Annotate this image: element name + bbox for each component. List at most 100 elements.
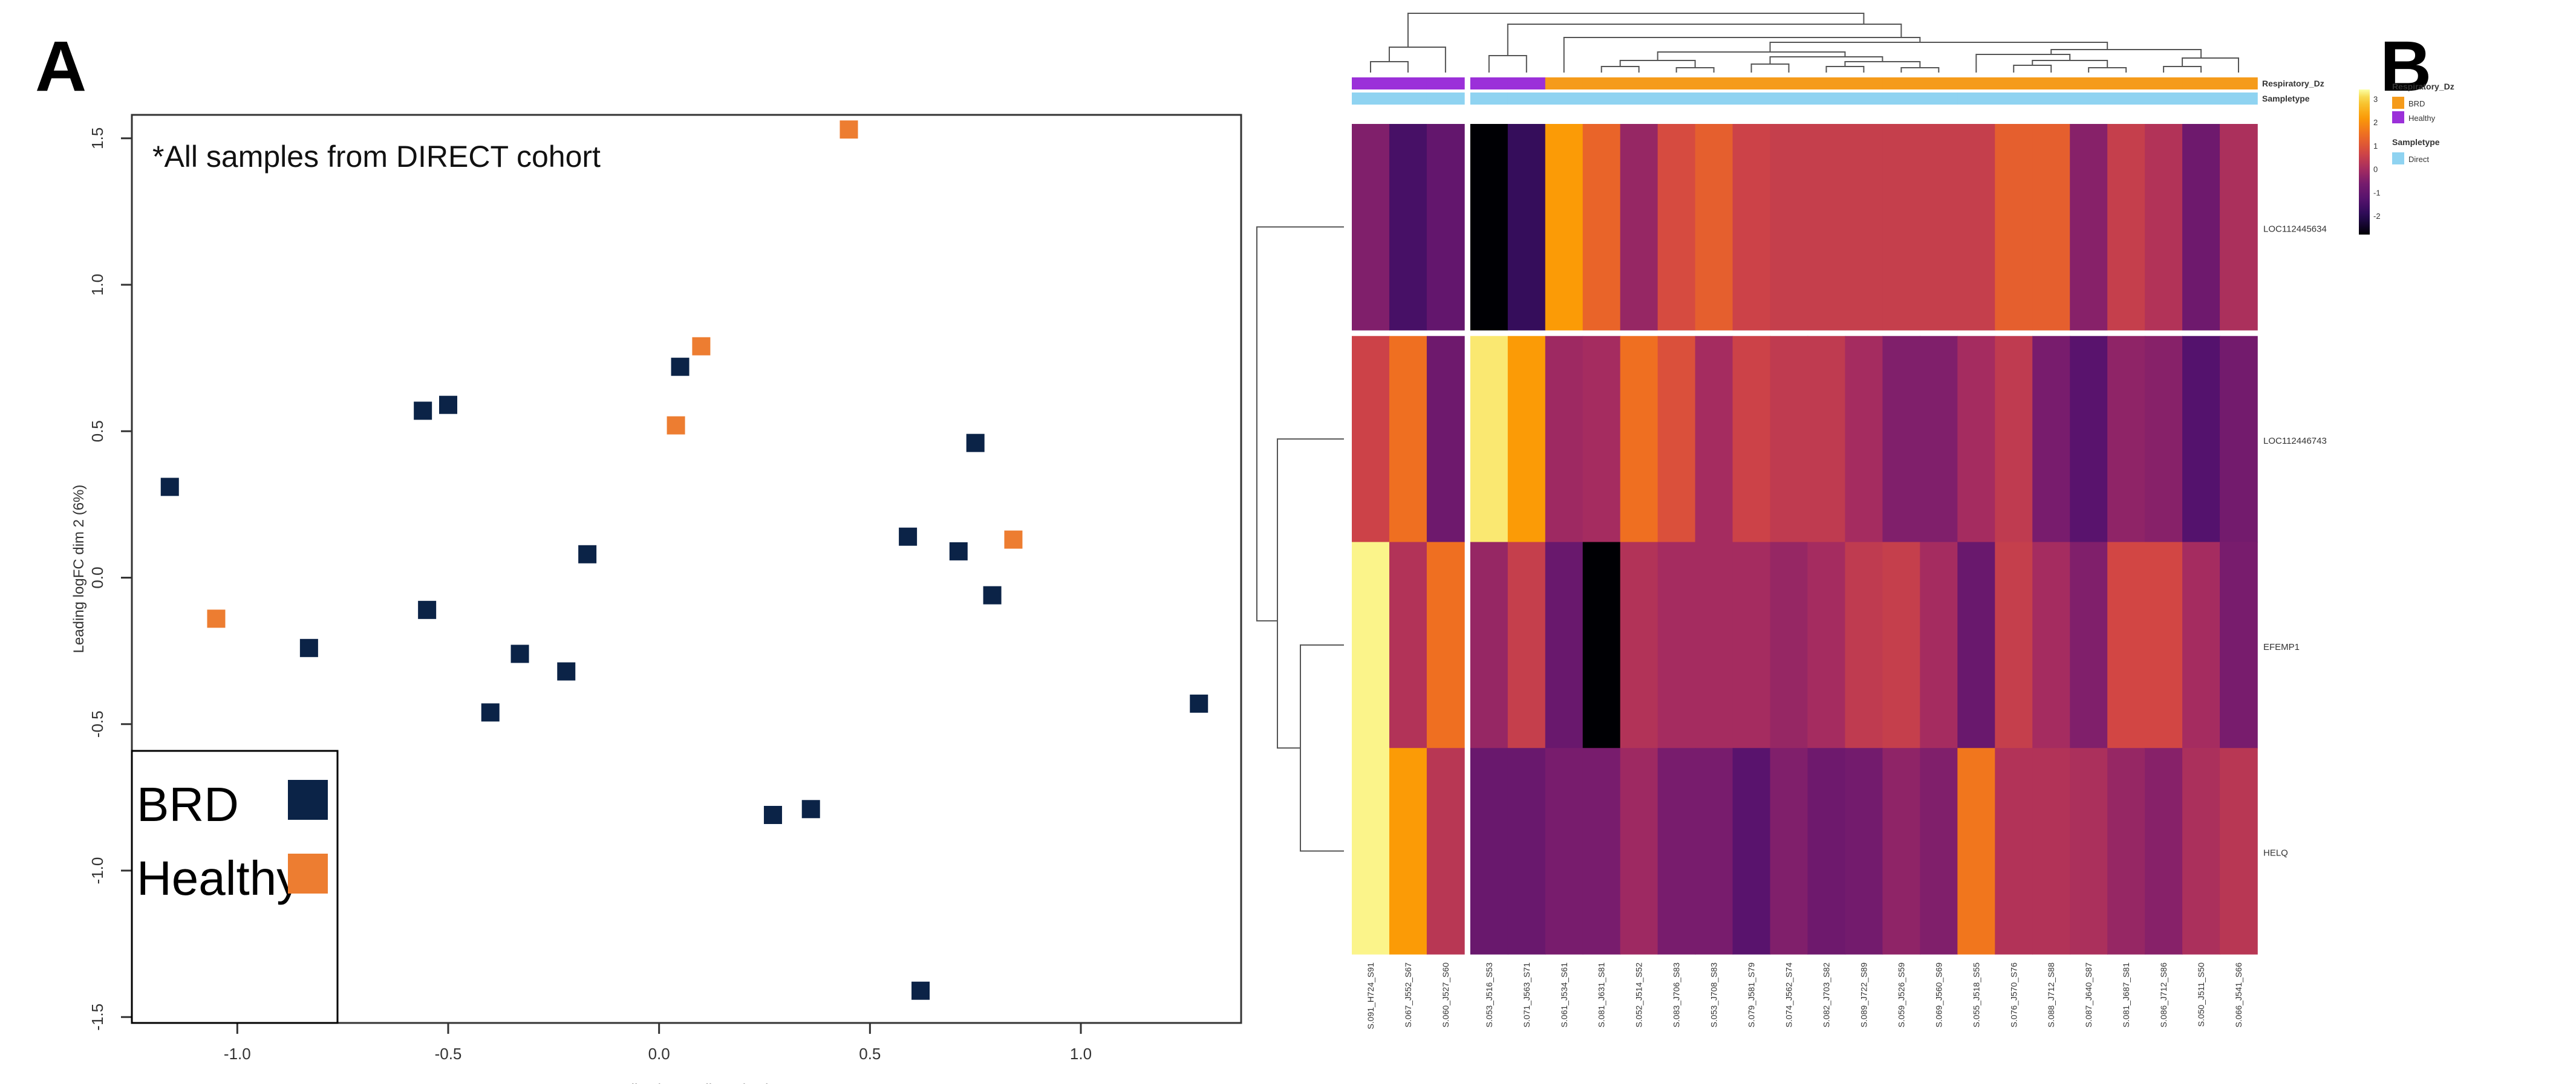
sampletype-annotation-cell (2070, 92, 2108, 105)
sampletype-annotation-cell (1807, 92, 1846, 105)
annotation-row-label-sampletype: Sampletype (2262, 94, 2310, 103)
respiratory-annotation-cell (1657, 77, 1696, 89)
respiratory-annotation-cell (1995, 77, 2033, 89)
heatmap-cell (1882, 124, 1921, 331)
heatmap-cell (1352, 124, 1390, 331)
y-tick-label: 0.0 (88, 566, 106, 588)
respiratory-annotation-cell (1582, 77, 1621, 89)
heatmap-cell (1732, 748, 1771, 955)
heatmap-cell (1807, 542, 1846, 749)
y-tick-label: -1.5 (88, 1004, 106, 1031)
sampletype-annotation-cell (1582, 92, 1621, 105)
legend-swatch-healthy (288, 854, 328, 894)
scatter-legend: BRD Healthy (131, 750, 339, 1024)
heatmap-column-label: S.081_J631_S81 (1597, 962, 1606, 1028)
dendrogram-link (1975, 54, 2071, 73)
heatmap-cell (1620, 748, 1658, 955)
legend-swatch-brd (288, 780, 328, 820)
heatmap-column-label: S.069_J560_S69 (1934, 962, 1943, 1028)
sampletype-annotation-cell (1732, 92, 1771, 105)
respiratory-annotation-cell (1807, 77, 1846, 89)
heatmap-column-label: S.066_J541_S66 (2234, 962, 2243, 1028)
heatmap-cell (1470, 748, 1508, 955)
heatmap-cell (1582, 124, 1621, 331)
scatter-point-healthy (692, 337, 711, 355)
dendrogram-link (2032, 60, 2108, 68)
heatmap-cell (1389, 542, 1427, 749)
scatter-point-brd (801, 800, 820, 819)
sampletype-annotation-cell (1545, 92, 1583, 105)
heatmap-cell (1507, 542, 1546, 749)
heatmap-cell (2070, 748, 2108, 955)
heatmap-cell (2182, 542, 2220, 749)
dendrogram-link (1675, 67, 1715, 73)
heatmap-cell (1807, 336, 1846, 543)
heatmap-column-label: S.087_J640_S87 (2084, 962, 2093, 1028)
heatmap-cell (1995, 542, 2033, 749)
scatter-point-brd (899, 527, 918, 546)
scatter-point-brd (557, 662, 576, 681)
dendrogram-link (2182, 57, 2240, 73)
sampletype-annotation-cell (1389, 92, 1427, 105)
respiratory-annotation-cell (1882, 77, 1921, 89)
heatmap-cell (1582, 336, 1621, 543)
heatmap-cell (2145, 336, 2183, 543)
sampletype-annotation-cell (2107, 92, 2145, 105)
heatmap-cell (2032, 748, 2071, 955)
heatmap-cell (2070, 124, 2108, 331)
y-tick-label: -0.5 (88, 710, 106, 738)
legend-label-healthy: Healthy (2408, 114, 2436, 123)
dendrogram-link (1825, 66, 1865, 73)
heatmap-cell (2182, 336, 2220, 543)
dendrogram-link (2050, 49, 2202, 58)
heatmap-column-label: S.088_J712_S88 (2046, 962, 2056, 1028)
respiratory-annotation-cell (1845, 77, 1883, 89)
heatmap-cell (1770, 124, 1808, 331)
heatmap-cell (1657, 124, 1696, 331)
respiratory-annotation-cell (1920, 77, 1958, 89)
sampletype-annotation-cell (1426, 92, 1465, 105)
dendrogram-link (1277, 438, 1344, 749)
heatmap-cell (2182, 124, 2220, 331)
colorbar-tick-label: -2 (2373, 212, 2381, 221)
row-dendrogram (1256, 226, 1344, 852)
scatter-axes-frame (131, 114, 1242, 1024)
sampletype-annotation-cell (1920, 92, 1958, 105)
heatmap-column-label: S.091_H724_S91 (1366, 962, 1375, 1030)
sampletype-annotation-cell (1845, 92, 1883, 105)
legend-label-brd: BRD (137, 777, 239, 831)
scatter-point-brd (160, 478, 179, 496)
heatmap-cell (1732, 124, 1771, 331)
heatmap-cell (1995, 748, 2033, 955)
scatter-panel: -1.0 -0.5 0.0 0.5 1.0 -1.5 -1.0 -0.5 0.0 0.5 1.0 1.… (71, 114, 1242, 1084)
dendrogram-link (1488, 55, 1527, 73)
heatmap-cell (2145, 542, 2183, 749)
heatmap-column-label: S.052_J514_S52 (1634, 962, 1644, 1028)
y-tick-label: 1.0 (88, 274, 106, 296)
heatmap-cell (1695, 748, 1733, 955)
scatter-point-brd (439, 395, 458, 414)
dendrogram-link (1563, 37, 1921, 73)
heatmap-cell (1426, 336, 1465, 543)
sampletype-annotation-cell (1470, 92, 1508, 105)
heatmap-panel: Respiratory_Dz Sampletype LOC112445634 LOC1… (1256, 13, 2454, 1030)
respiratory-annotation-cell (1732, 77, 1771, 89)
y-axis-label: Leading logFC dim 2 (6%) (71, 485, 87, 654)
heatmap-cell (1545, 124, 1583, 331)
heatmap-cell (1957, 124, 1996, 331)
respiratory-annotation-cell (1957, 77, 1996, 89)
dendrogram-link (1507, 24, 1902, 56)
dendrogram-link (1600, 66, 1640, 73)
heatmap-row-label: LOC112445634 (2263, 224, 2327, 234)
heatmap-cell (1845, 542, 1883, 749)
heatmap-cell (1545, 748, 1583, 955)
legend-swatch-healthy (2392, 111, 2404, 123)
x-tick-label: -0.5 (435, 1045, 462, 1063)
heatmap-cell (1426, 542, 1465, 749)
heatmap-row-label: EFEMP1 (2263, 642, 2300, 652)
respiratory-annotation-cell (1770, 77, 1808, 89)
colorbar-tick-label: 1 (2373, 141, 2378, 151)
heatmap-column-label: S.086_J712_S86 (2159, 962, 2168, 1028)
scatter-point-brd (414, 401, 432, 420)
y-tick-label: 0.5 (88, 420, 106, 442)
